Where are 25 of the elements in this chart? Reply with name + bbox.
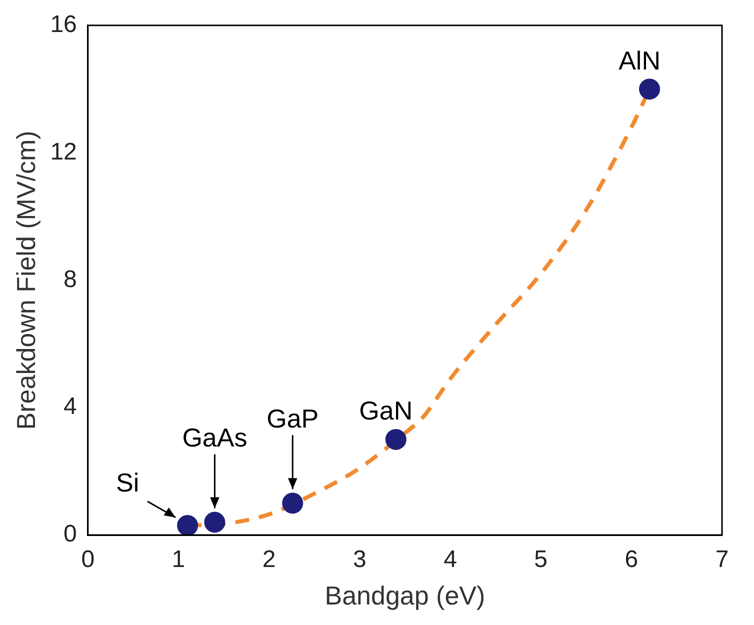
point (282, 492, 304, 514)
x-tick-label: 0 (81, 546, 95, 574)
x-tick-label: 2 (262, 546, 276, 574)
y-tick-label: 4 (64, 393, 77, 420)
point (204, 512, 226, 533)
annotation: GaN (359, 396, 413, 426)
x-tick-label: 7 (715, 546, 729, 574)
annotation: GaAs (182, 422, 248, 452)
annotation: Si (116, 468, 140, 498)
x-axis-title: Bandgap (eV) (324, 580, 486, 611)
annotation: GaP (266, 403, 319, 434)
annotation: AlN (618, 45, 660, 76)
x-tick-label: 5 (534, 546, 548, 574)
x-tick-label: 3 (352, 546, 366, 574)
y-tick-label: 12 (50, 138, 77, 166)
x-tick-label: 4 (444, 546, 457, 574)
x-tick-label: 6 (624, 546, 638, 574)
point (639, 78, 660, 100)
y-tick-label: 8 (64, 266, 77, 293)
y-axis-title: Breakdown Field (MV/cm) (10, 130, 41, 430)
point (385, 428, 406, 450)
point (177, 514, 198, 535)
y-tick-label: 0 (64, 520, 77, 548)
y-tick-label: 16 (50, 11, 77, 38)
x-tick-label: 1 (172, 546, 186, 574)
